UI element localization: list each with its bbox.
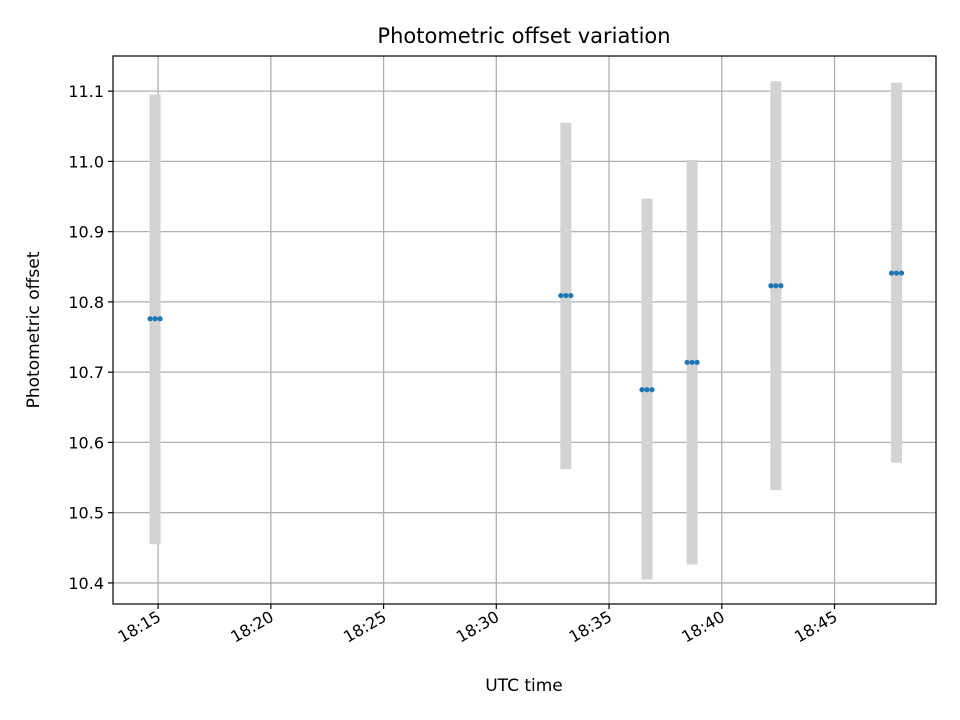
point-marker [768,283,774,289]
x-axis-title: UTC time [485,676,563,696]
point-marker [152,316,158,322]
plot-frame [112,55,937,605]
y-axis-title: Photometric offset [24,251,44,408]
data-point [147,316,163,322]
point-marker [639,387,645,393]
y-tick-label: 10.5 [68,504,104,523]
point-marker [694,359,700,365]
point-marker [888,270,895,276]
point-marker [563,292,569,299]
point-marker [898,270,905,276]
y-tick-label: 11.1 [68,82,104,101]
point-marker [684,359,690,365]
point-marker [568,292,574,299]
point-marker [558,292,564,299]
y-tick-label: 10.6 [68,433,104,452]
data-points [147,270,905,393]
grid [113,56,936,604]
point-marker [157,316,163,322]
data-point [684,359,700,365]
data-point [888,270,905,276]
data-point [639,387,655,393]
data-point [768,283,784,289]
point-marker [778,283,784,289]
point-marker [644,387,650,393]
point-marker [893,270,900,276]
point-marker [649,387,655,393]
y-tick-label: 10.8 [68,293,104,312]
data-point [558,292,574,299]
point-marker [147,316,153,322]
y-tick-label: 11.0 [68,152,104,171]
y-axis: 10.4 10.5 10.6 10.7 10.8 10.9 11.0 11.1 [68,82,113,593]
point-marker [773,283,779,289]
chart-title: Photometric offset variation [377,24,670,48]
y-tick-label: 10.7 [68,363,104,382]
point-marker [689,359,695,365]
y-tick-label: 10.9 [68,223,104,242]
y-tick-label: 10.4 [68,574,104,593]
